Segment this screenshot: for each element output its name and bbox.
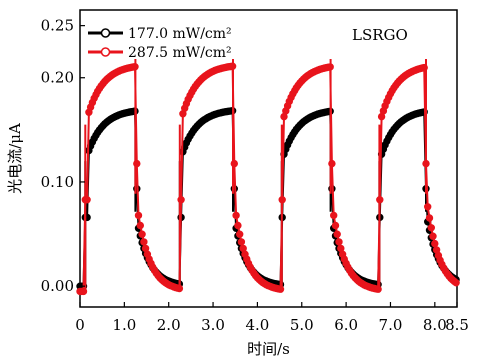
data-point [328, 159, 336, 168]
data-point [175, 284, 184, 293]
plot-area [79, 9, 458, 308]
data-point [452, 279, 460, 287]
series-1 [76, 107, 460, 290]
x-tick-label: 3.0 [201, 316, 225, 334]
data-point [374, 285, 382, 293]
x-tick-label: 8.0 [423, 316, 447, 334]
x-axis-title: 时间/s [247, 340, 290, 358]
x-tick-label: 2.0 [157, 316, 181, 334]
legend-swatch-marker-2 [100, 47, 111, 57]
data-point [234, 221, 242, 230]
legend-swatch-marker-1 [100, 28, 111, 38]
x-tick-label: 1.0 [112, 316, 136, 334]
data-point [331, 221, 340, 230]
y-axis-ticks: 0.00 0.10 0.20 0.25 [41, 17, 85, 295]
data-point [236, 230, 244, 238]
x-tick-label: 6.0 [334, 316, 358, 334]
sample-annotation: LSRGO [352, 26, 408, 44]
x-axis-ticks: 0 1.0 2.0 3.0 4.0 5.0 6.0 7.0 8.08.5 [75, 302, 469, 334]
y-tick-label: 0.10 [41, 173, 74, 191]
data-point [140, 238, 148, 246]
data-point [136, 221, 145, 230]
data-point [431, 239, 439, 248]
y-axis-title: 光电流/μA [6, 123, 24, 194]
data-point [138, 230, 146, 238]
data-point [79, 287, 88, 296]
y-tick-label: 0.25 [41, 17, 74, 35]
x-tick-label: 8.5 [445, 316, 469, 334]
legend-label-1: 177.0 mW/cm² [128, 26, 232, 42]
data-point [133, 159, 141, 168]
data-point [278, 196, 286, 204]
legend-label-2: 287.5 mW/cm² [128, 45, 232, 61]
data-point [330, 211, 338, 220]
data-point [237, 238, 246, 246]
data-point [228, 62, 237, 70]
data-point [134, 211, 143, 220]
data-point [335, 238, 343, 246]
x-tick-label: 5.0 [290, 316, 314, 334]
data-point [376, 196, 384, 204]
x-tick-label: 7.0 [379, 316, 403, 334]
data-point [83, 196, 91, 204]
y-tick-label: 0.20 [41, 69, 74, 87]
data-point [425, 214, 434, 222]
data-point [232, 211, 240, 220]
data-point [333, 230, 341, 238]
data-point [427, 224, 435, 232]
legend-item-1: 177.0 mW/cm² [88, 26, 232, 42]
data-point [177, 196, 185, 204]
plot-frame [79, 9, 458, 308]
y-tick-label: 0.00 [41, 277, 74, 295]
legend: 177.0 mW/cm² 287.5 mW/cm² [88, 26, 232, 61]
data-point [420, 63, 428, 72]
data-point [422, 159, 430, 168]
data-point [131, 62, 139, 71]
data-point [326, 63, 334, 71]
series-line-2 [80, 59, 457, 293]
series-layer [76, 59, 460, 296]
data-point [276, 285, 285, 293]
data-point [424, 203, 432, 211]
data-point [230, 159, 239, 168]
x-tick-label: 4.0 [245, 316, 269, 334]
series-2 [76, 59, 460, 296]
x-tick-label: 0 [75, 316, 85, 334]
data-point [429, 232, 437, 240]
legend-item-2: 287.5 mW/cm² [88, 45, 232, 61]
